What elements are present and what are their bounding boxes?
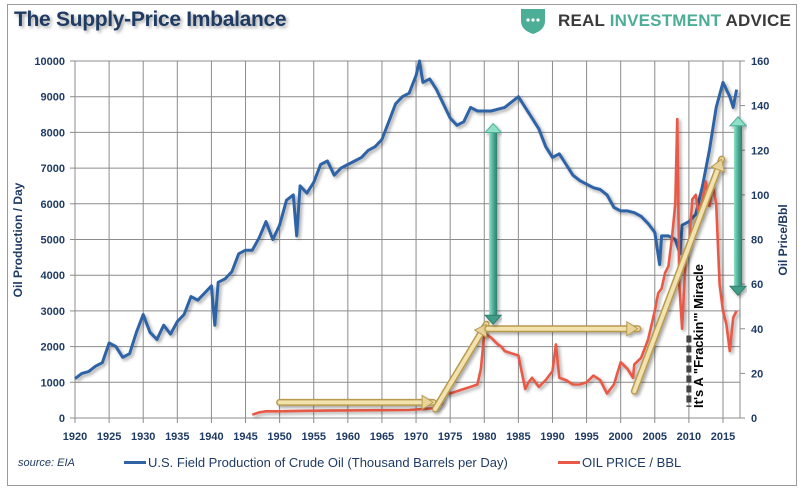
fracking-annotation-text: It's A "Frackin'" Miracle [691,264,706,408]
x-tick-label: 1965 [370,431,394,443]
y2-tick-label: 20 [751,368,763,380]
y-tick-label: 9000 [41,92,65,104]
teal-arrow-head-down [728,285,748,297]
x-tick-label: 1955 [301,431,325,443]
y-tick-label: 7000 [41,163,65,175]
brand-name: REAL INVESTMENT ADVICE [558,11,791,31]
gold-arrow [276,394,437,411]
shield-dots-icon [521,9,545,34]
y-tick-label: 3000 [41,306,65,318]
y2-tick-label: 100 [751,190,769,202]
gold-arrow-head [626,320,639,337]
y-tick-label: 1000 [41,377,65,389]
legend-swatch-production [124,461,146,464]
x-tick-label: 2010 [677,431,701,443]
x-tick-label: 1995 [574,431,598,443]
x-tick-label: 1990 [540,431,564,443]
series-group [74,59,739,416]
x-tick-label: 1985 [506,431,530,443]
y2-tick-label: 40 [751,324,763,336]
y-tick-label: 4000 [41,270,65,282]
teal-arrow-shaft [734,124,743,288]
legend-label-price: OIL PRICE / BBL [582,455,682,470]
x-tick-label: 2000 [608,431,632,443]
x-tick-label: 1980 [472,431,496,443]
y2-tick-label: 140 [751,101,769,113]
teal-arrow-head-up [484,122,503,133]
source-note: source: EIA [18,457,75,469]
brand-name-part1: REAL [558,11,610,30]
teal-arrow-shaft [489,131,498,317]
grid-lines [74,60,740,419]
x-tick-label: 1935 [165,431,189,443]
teal-arrow-head-up [728,116,748,127]
gold-arrow [630,155,726,395]
y-tick-label: 5000 [41,235,65,247]
x-tick-label: 1950 [267,431,291,443]
legend-item-production: U.S. Field Production of Crude Oil (Thou… [124,455,508,470]
y2-tick-label: 0 [751,413,757,425]
x-tick-label: 1930 [131,431,155,443]
gold-arrow-head [421,394,435,411]
x-tick-label: 1945 [233,431,257,443]
annotations: It's A "Frackin'" Miracle [276,116,748,413]
x-tick-label: 1960 [336,431,360,443]
x-tick-label: 1975 [438,431,462,443]
legend-label-production: U.S. Field Production of Crude Oil (Thou… [148,455,508,470]
legend-swatch-price [558,461,580,464]
x-tick-label: 1970 [404,431,428,443]
teal-double-arrow [728,116,748,297]
gold-arrow-shaft [433,322,489,412]
x-tick-label: 2005 [643,431,667,443]
brand-name-part2: INVESTMENT [609,11,722,30]
gold-arrow-shaft [632,157,724,394]
y-axis-label: Oil Production / Day [11,182,25,297]
y-tick-label: 8000 [41,127,65,139]
y2-tick-label: 120 [751,145,769,157]
legend-item-price: OIL PRICE / BBL [558,455,681,470]
brand-name-part3: ADVICE [721,11,791,30]
teal-arrow-head-down [484,314,503,326]
x-tick-label: 2015 [711,431,735,443]
gold-arrow [431,320,490,413]
y-tick-label: 10000 [34,56,65,68]
y2-tick-label: 160 [751,56,769,68]
production-line [74,59,739,380]
y-tick-label: 2000 [41,342,65,354]
axes: 0100020003000400050006000700080009000100… [34,56,769,443]
y2-axis-label: Oil Price/Bbl [776,204,790,275]
y2-tick-label: 60 [751,279,763,291]
gold-arrow-head [710,158,725,173]
chart-title: The Supply-Price Imbalance [14,8,287,31]
x-tick-label: 1925 [97,431,121,443]
x-tick-label: 1920 [63,431,87,443]
gold-arrow [484,320,642,337]
y-tick-label: 6000 [41,199,65,211]
x-tick-label: 1940 [199,431,223,443]
brand-logo: REAL INVESTMENT ADVICE [520,7,791,35]
teal-double-arrow [484,122,503,326]
y2-tick-label: 80 [751,235,763,247]
y-tick-label: 0 [59,413,65,425]
chart-frame [7,4,797,486]
